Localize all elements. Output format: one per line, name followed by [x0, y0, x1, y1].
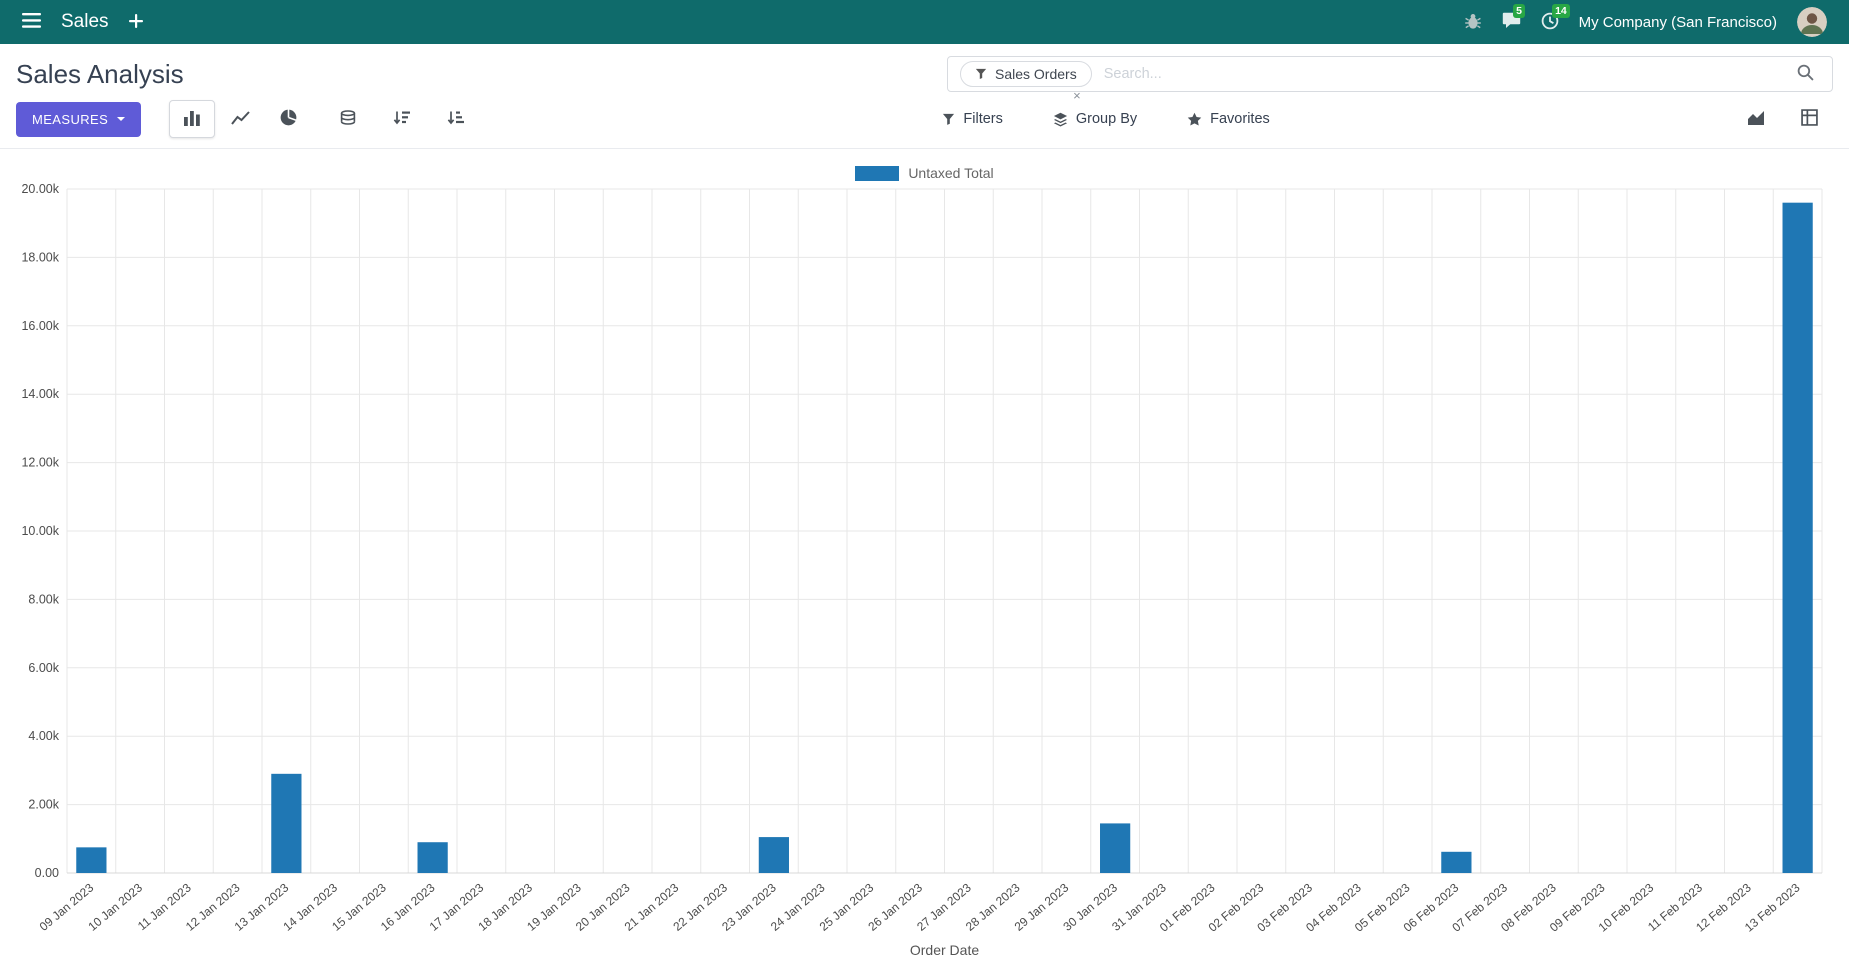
stacked-icon — [340, 109, 356, 129]
svg-text:2.00k: 2.00k — [28, 798, 59, 812]
measures-button[interactable]: MEASURES — [16, 101, 142, 137]
sort-asc-button[interactable] — [433, 100, 479, 138]
company-menu[interactable]: My Company (San Francisco) — [1571, 8, 1785, 37]
clock-icon — [1541, 12, 1559, 33]
page-title: Sales Analysis — [16, 58, 184, 89]
line-chart-button[interactable] — [217, 100, 263, 138]
plus-icon — [128, 13, 143, 31]
graph-view-button[interactable] — [1733, 100, 1779, 138]
avatar — [1797, 7, 1827, 37]
filter-icon — [975, 68, 987, 80]
svg-text:14.00k: 14.00k — [21, 387, 59, 401]
top-navbar: Sales 5 14 My Company (San Francisco) — [0, 0, 1849, 44]
svg-text:16.00k: 16.00k — [21, 319, 59, 333]
svg-text:12.00k: 12.00k — [21, 456, 59, 470]
pivot-grid-icon — [1801, 109, 1819, 129]
bar-chart-canvas[interactable]: 0.00 2.00k 4.00k 6.00k 8.00k 10.00k 12.00k 14.0… — [14, 181, 1835, 961]
filters-label: Filters — [963, 111, 1003, 127]
facet-remove-icon[interactable]: × — [1073, 88, 1081, 103]
legend-label: Untaxed Total — [908, 165, 994, 181]
activities-button[interactable]: 14 — [1533, 3, 1571, 39]
stacked-button[interactable] — [325, 100, 371, 138]
favorites-label: Favorites — [1210, 111, 1270, 127]
svg-text:10 Jan 2023: 10 Jan 2023 — [85, 880, 145, 933]
svg-text:6.00k: 6.00k — [28, 661, 59, 675]
svg-text:18.00k: 18.00k — [21, 250, 59, 264]
view-switcher — [1733, 100, 1833, 138]
bar-chart-button[interactable] — [169, 100, 216, 138]
chart-option-buttons — [325, 100, 479, 138]
measures-label: MEASURES — [32, 111, 109, 127]
pivot-view-button[interactable] — [1787, 100, 1833, 138]
search-options: Filters Group By Favorites — [936, 110, 1275, 128]
area-chart-icon — [1746, 110, 1766, 129]
group-by-label: Group By — [1075, 111, 1138, 127]
chart-type-switcher — [169, 100, 311, 138]
activities-badge: 14 — [1551, 3, 1571, 18]
svg-text:10.00k: 10.00k — [21, 524, 59, 538]
svg-text:4.00k: 4.00k — [28, 729, 59, 743]
filter-icon — [942, 113, 955, 126]
app-name[interactable]: Sales — [61, 11, 109, 32]
pie-chart-button[interactable] — [265, 100, 311, 138]
svg-text:8.00k: 8.00k — [28, 592, 59, 606]
debug-button[interactable] — [1456, 6, 1490, 39]
svg-text:Order Date: Order Date — [910, 942, 979, 958]
chart-section: Untaxed Total 0.00 2.00k 4.00k 6.00k 8.00k 10… — [0, 165, 1849, 961]
search-input[interactable] — [1101, 65, 1781, 83]
pie-chart-icon — [280, 109, 297, 129]
sort-desc-button[interactable] — [379, 100, 425, 138]
svg-text:20.00k: 20.00k — [21, 182, 59, 196]
favorites-button[interactable]: Favorites — [1181, 110, 1276, 128]
messages-badge: 5 — [1512, 3, 1526, 18]
new-tab-button[interactable] — [121, 8, 151, 37]
apps-menu-button[interactable] — [14, 7, 49, 37]
star-icon — [1187, 112, 1202, 127]
control-panel: Sales Analysis Sales Orders × MEASURES — [0, 44, 1849, 149]
sort-descending-icon — [393, 110, 411, 129]
caret-down-icon — [117, 117, 126, 121]
search-facet-label: Sales Orders — [995, 66, 1077, 82]
legend-swatch — [855, 165, 900, 181]
search-facet[interactable]: Sales Orders × — [960, 61, 1092, 102]
bar-chart-icon — [183, 110, 201, 129]
line-chart-icon — [230, 110, 250, 129]
chart-legend[interactable]: Untaxed Total — [14, 165, 1835, 181]
filters-button[interactable]: Filters — [936, 110, 1008, 128]
bug-icon — [1464, 12, 1482, 33]
hamburger-icon — [22, 13, 41, 31]
search-submit-button[interactable] — [1791, 63, 1820, 85]
search-icon — [1797, 64, 1814, 84]
user-menu[interactable] — [1789, 1, 1835, 43]
group-by-button[interactable]: Group By — [1047, 110, 1143, 128]
search-bar: Sales Orders × — [947, 56, 1833, 102]
messages-button[interactable]: 5 — [1494, 3, 1529, 39]
svg-text:0.00: 0.00 — [35, 866, 59, 880]
layers-icon — [1053, 112, 1068, 127]
sort-ascending-icon — [447, 110, 465, 129]
